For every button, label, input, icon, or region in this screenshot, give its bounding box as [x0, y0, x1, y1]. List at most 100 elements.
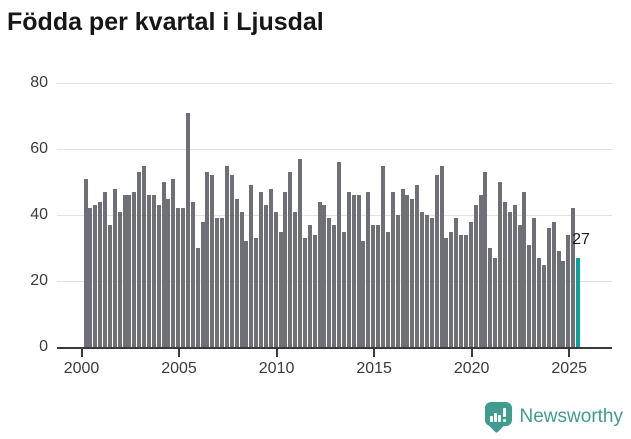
bar	[122, 195, 127, 347]
bar	[380, 165, 385, 347]
brand-name: Newsworthy	[519, 406, 623, 427]
bar	[117, 211, 122, 347]
bar	[400, 188, 405, 347]
bar	[307, 224, 312, 347]
bar	[210, 175, 215, 347]
bar	[200, 221, 205, 347]
bar	[351, 195, 356, 347]
bar	[371, 224, 376, 347]
bar	[268, 188, 273, 347]
bar	[156, 205, 161, 347]
x-axis-tick-label: 2010	[258, 360, 295, 377]
x-axis-line	[57, 347, 612, 349]
bar	[142, 165, 147, 347]
bar	[420, 211, 424, 347]
bar	[346, 191, 351, 347]
bar	[88, 208, 93, 347]
bar	[176, 208, 181, 347]
bar	[522, 191, 527, 347]
bar	[527, 244, 532, 347]
bar	[444, 238, 449, 347]
bar	[541, 264, 546, 347]
bar	[224, 165, 229, 347]
bar	[161, 182, 166, 347]
gridline	[57, 215, 612, 216]
bar	[356, 195, 361, 347]
x-axis-tick	[80, 349, 83, 357]
bar	[434, 175, 439, 347]
bar	[463, 234, 468, 347]
bar	[546, 228, 551, 347]
bar	[337, 162, 342, 347]
x-axis-tick-label: 2020	[453, 360, 490, 377]
bar	[263, 205, 268, 347]
bar	[103, 191, 107, 347]
bar	[429, 218, 434, 347]
bar	[185, 112, 190, 347]
bar	[502, 201, 507, 347]
bar	[107, 224, 112, 347]
bar	[517, 224, 522, 347]
bar	[127, 195, 132, 347]
bar	[98, 201, 103, 347]
bar	[410, 198, 415, 347]
x-axis-tick	[275, 349, 278, 357]
x-axis-tick-label: 2005	[161, 360, 197, 377]
bar	[468, 221, 473, 347]
bar	[376, 224, 381, 347]
bar	[146, 195, 151, 347]
bar	[473, 205, 478, 347]
gridline	[57, 83, 612, 84]
bar	[171, 178, 176, 347]
bar	[317, 201, 322, 347]
bar	[537, 257, 542, 347]
bar	[512, 205, 517, 347]
bar	[532, 218, 537, 347]
bar	[439, 165, 444, 347]
bar	[93, 205, 98, 347]
bar	[83, 178, 88, 347]
y-axis-tick-label: 80	[30, 74, 48, 91]
bar	[220, 218, 225, 347]
y-axis-tick-label: 60	[30, 140, 48, 157]
x-axis-tick	[178, 349, 181, 357]
newsworthy-logo-icon	[484, 402, 512, 434]
bar	[234, 198, 239, 347]
bar	[478, 195, 483, 347]
x-axis-tick-label: 2025	[551, 360, 587, 377]
bar	[390, 191, 395, 347]
bar	[322, 205, 327, 347]
x-axis-tick-label: 2015	[356, 360, 392, 377]
bar	[190, 201, 195, 347]
bar	[283, 191, 288, 347]
y-axis-tick-label: 40	[30, 206, 48, 223]
bar	[298, 158, 303, 347]
bar	[566, 234, 571, 347]
bar	[259, 191, 264, 347]
bar	[385, 231, 390, 347]
bar	[424, 215, 429, 347]
bar	[498, 182, 503, 347]
bar	[273, 211, 278, 347]
bar	[254, 238, 259, 347]
x-axis-tick	[470, 349, 473, 357]
gridline	[57, 149, 612, 150]
y-axis-tick-label: 20	[30, 272, 48, 289]
bar	[239, 211, 244, 347]
bar	[483, 172, 488, 347]
bar	[405, 195, 410, 347]
bar	[249, 185, 254, 347]
x-axis-tick-label: 2000	[63, 360, 100, 377]
bar	[302, 238, 307, 347]
bar	[205, 172, 210, 347]
bar	[244, 241, 249, 347]
brand-footer: Newsworthy	[484, 402, 623, 434]
bar	[556, 251, 561, 347]
x-axis-tick	[373, 349, 376, 357]
bar	[288, 172, 293, 347]
bar	[112, 188, 117, 347]
bar	[395, 215, 400, 347]
bar	[415, 185, 420, 347]
